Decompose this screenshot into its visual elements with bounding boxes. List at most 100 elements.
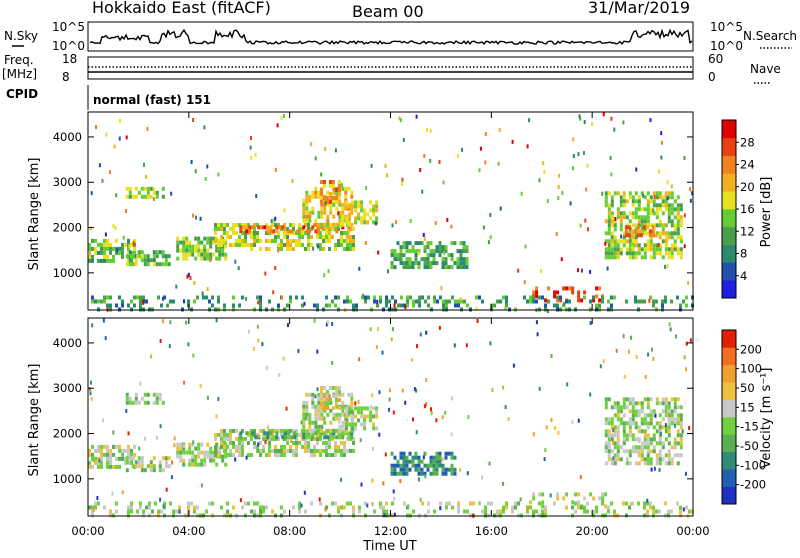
- velocity-cell: [313, 437, 316, 441]
- velocity-cell: [444, 467, 448, 472]
- velocity-cell: [371, 447, 374, 451]
- power-cell: [652, 299, 655, 304]
- velocity-cell: [100, 456, 103, 461]
- power-cell: [397, 303, 400, 308]
- velocity-cell: [97, 448, 100, 453]
- power-cell: [372, 212, 376, 217]
- power-cell: [427, 295, 430, 300]
- power-cell: [658, 203, 662, 208]
- power-cell: [121, 242, 124, 247]
- power-cell: [286, 235, 289, 239]
- power-cell: [331, 196, 335, 200]
- power-cell: [118, 136, 121, 141]
- velocity-cell: [178, 509, 181, 514]
- velocity-cell: [631, 413, 635, 418]
- velocity-cell: [239, 435, 243, 440]
- power-cell: [332, 198, 336, 203]
- power-cell: [667, 203, 671, 208]
- power-cell: [420, 241, 424, 246]
- velocity-cell: [628, 409, 632, 414]
- velocity-cell: [360, 406, 364, 411]
- velocity-cell: [435, 471, 439, 476]
- power-cell: [610, 255, 614, 260]
- power-cell: [223, 303, 226, 308]
- power-cell: [125, 262, 129, 267]
- power-cell: [217, 295, 220, 300]
- power-cell: [346, 235, 349, 239]
- power-cell: [616, 211, 620, 216]
- velocity-cell: [405, 463, 409, 468]
- velocity-cell: [358, 509, 361, 514]
- velocity-cell: [337, 509, 340, 514]
- power-cell: [97, 242, 100, 247]
- power-cell: [307, 243, 310, 247]
- power-cell: [435, 261, 439, 266]
- power-cell: [332, 222, 336, 227]
- velocity-cell: [366, 414, 370, 419]
- velocity-cell: [286, 441, 289, 445]
- power-cell: [109, 303, 112, 308]
- velocity-cell: [314, 424, 318, 429]
- velocity-cell: [302, 420, 306, 425]
- velocity-cell: [284, 435, 288, 440]
- power-cell: [343, 239, 346, 243]
- velocity-cell: [607, 437, 611, 442]
- velocity-cell: [323, 400, 327, 405]
- power-cell: [683, 156, 686, 160]
- velocity-cell: [134, 464, 138, 469]
- power-cell: [670, 243, 674, 248]
- power-cell: [634, 243, 638, 248]
- power-cell: [624, 233, 628, 238]
- power-cell: [197, 252, 201, 257]
- velocity-cell: [652, 409, 656, 414]
- power-cell: [445, 303, 448, 308]
- velocity-cell: [425, 378, 428, 382]
- velocity-cell: [646, 453, 650, 458]
- velocity-cell: [375, 426, 379, 431]
- velocity-cell: [424, 474, 427, 479]
- velocity-cell: [352, 437, 355, 441]
- velocity-cell: [341, 420, 345, 425]
- power-colorbar-segment: [722, 137, 736, 156]
- power-cell: [223, 223, 226, 227]
- velocity-cell: [229, 441, 232, 445]
- power-cell: [652, 243, 656, 248]
- power-cell: [313, 303, 316, 308]
- power-cell: [511, 139, 514, 144]
- velocity-cell: [323, 431, 327, 436]
- power-cell: [145, 299, 148, 304]
- power-cell: [155, 262, 159, 267]
- power-cell: [673, 243, 677, 248]
- velocity-cell: [378, 390, 381, 395]
- velocity-cell: [550, 418, 553, 423]
- nsky-label: N.Sky: [4, 29, 38, 43]
- velocity-cell: [139, 381, 142, 386]
- velocity-cell: [253, 441, 256, 445]
- power-cell: [331, 180, 335, 184]
- velocity-cell: [188, 446, 192, 451]
- power-cell: [637, 195, 641, 200]
- power-cell: [319, 180, 323, 184]
- velocity-cell: [319, 390, 323, 394]
- power-cell: [619, 227, 623, 232]
- velocity-cell: [322, 441, 325, 445]
- power-cell: [137, 250, 141, 255]
- velocity-cell: [414, 463, 418, 468]
- power-cell: [193, 299, 196, 304]
- power-cell: [418, 295, 421, 300]
- power-cell: [622, 191, 626, 196]
- power-cell: [268, 299, 271, 304]
- velocity-cell: [450, 451, 454, 456]
- power-cell: [658, 223, 662, 228]
- velocity-cell: [646, 413, 650, 418]
- power-cell: [127, 258, 130, 263]
- power-cell: [357, 212, 361, 217]
- velocity-cell: [631, 397, 635, 402]
- power-cell: [423, 265, 427, 270]
- power-cell: [241, 231, 244, 235]
- power-cell: [203, 248, 207, 253]
- velocity-cell: [100, 452, 103, 457]
- velocity-cell: [646, 461, 650, 466]
- velocity-cell: [140, 468, 144, 473]
